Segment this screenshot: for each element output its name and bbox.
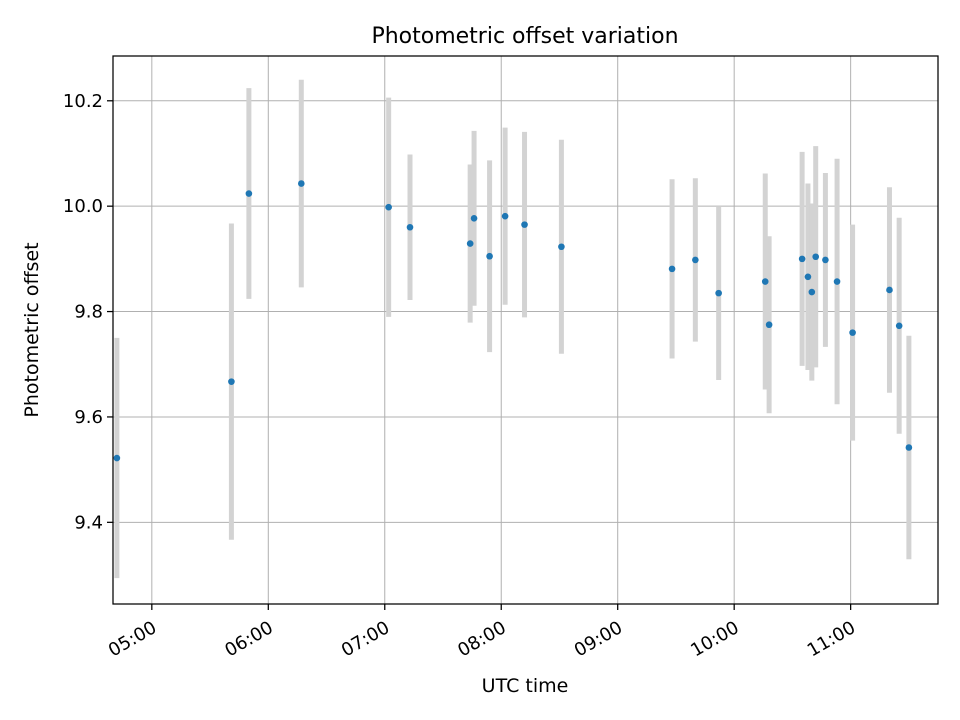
data-point — [715, 289, 722, 297]
data-point — [470, 214, 478, 222]
data-point — [245, 190, 253, 197]
data-point — [385, 203, 392, 211]
data-point — [804, 273, 812, 281]
data-point — [849, 329, 856, 336]
data-point — [521, 221, 528, 228]
data-point — [812, 253, 820, 261]
data-point — [558, 243, 565, 251]
data-point — [798, 255, 806, 263]
data-point — [668, 265, 676, 273]
data-point — [895, 322, 903, 330]
y-axis-label: Photometric offset — [21, 242, 43, 417]
data-point — [466, 240, 474, 247]
data-point — [228, 378, 235, 385]
data-points — [113, 180, 913, 462]
data-point — [765, 321, 773, 329]
y-tick-label: 9.4 — [74, 512, 103, 533]
data-point — [406, 223, 414, 231]
data-point — [692, 256, 699, 264]
data-point — [905, 444, 913, 451]
y-tick-label: 10.2 — [63, 91, 103, 112]
plot-frame — [112, 55, 939, 605]
data-point — [113, 454, 121, 462]
data-point — [486, 252, 493, 260]
y-tick-label: 9.8 — [74, 302, 103, 323]
chart-title: Photometric offset variation — [371, 24, 678, 49]
data-point — [822, 256, 829, 264]
data-point — [501, 212, 509, 220]
data-point — [297, 180, 305, 187]
y-tick-label: 10.0 — [63, 196, 103, 217]
y-tick-label: 9.6 — [74, 407, 103, 428]
x-axis-label: UTC time — [482, 675, 569, 697]
data-point — [808, 288, 816, 296]
data-point — [761, 278, 769, 285]
data-point — [833, 278, 841, 285]
data-point — [886, 286, 893, 294]
